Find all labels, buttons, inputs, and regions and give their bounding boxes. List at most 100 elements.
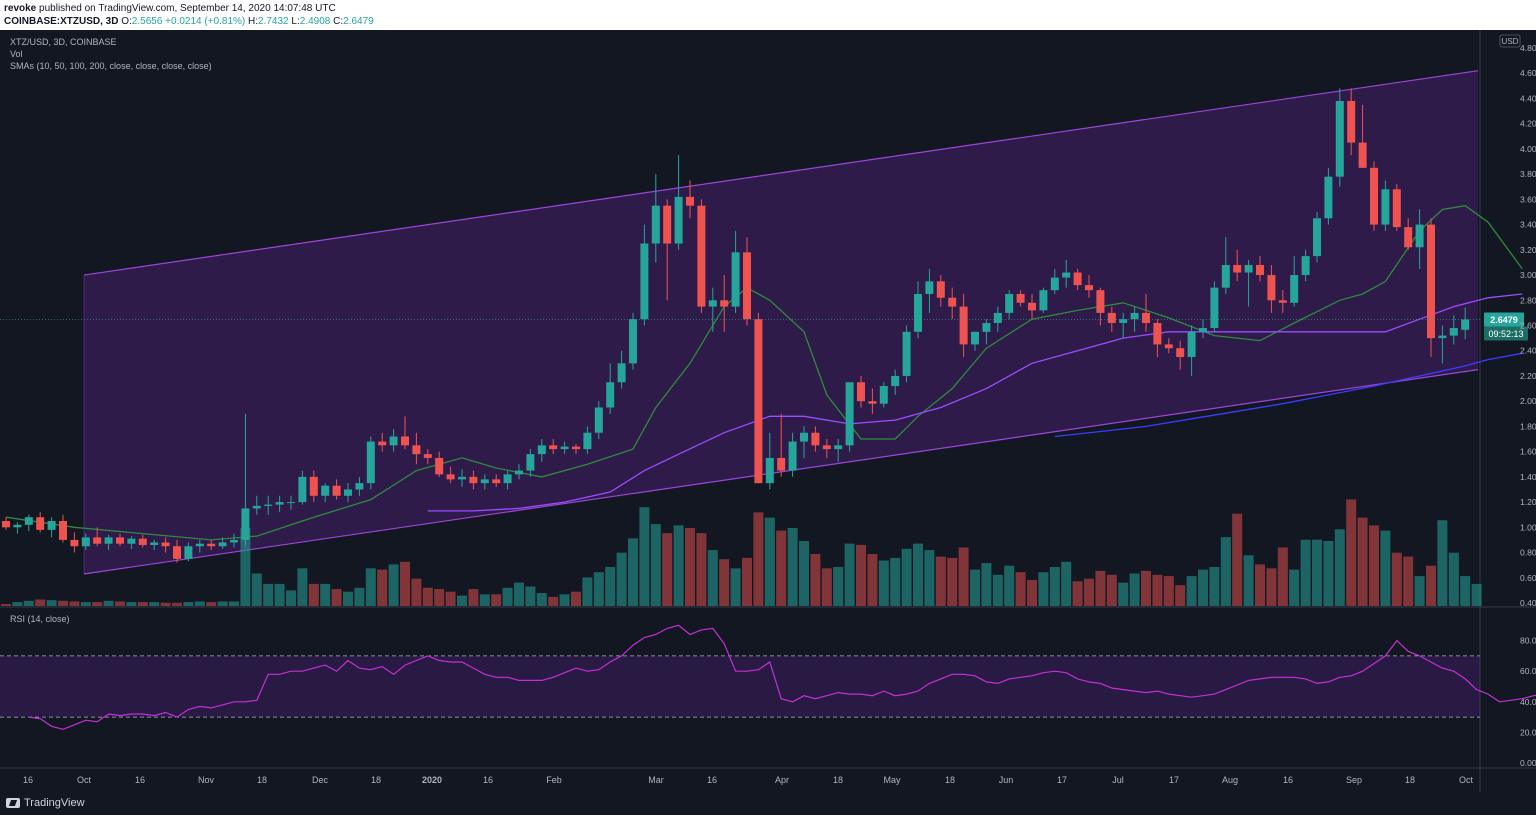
volume-bar: [365, 568, 376, 606]
volume-bar: [685, 528, 695, 606]
candle-body: [606, 382, 615, 408]
candle-body: [834, 445, 843, 450]
time-tick-label: 16: [23, 775, 33, 785]
volume-bar: [1038, 572, 1049, 606]
volume-bar: [650, 524, 661, 606]
price-chart[interactable]: 2.6479 09:52:13 80.00 60.00 40.00 20.00 0.000…: [0, 0, 1536, 792]
rsi-tick-label: 80.00: [1520, 636, 1536, 646]
open-value: 2.5656: [131, 16, 163, 27]
candle-body: [1461, 319, 1470, 330]
publish-line: revoke published on TradingView.com, Sep…: [4, 3, 336, 14]
candle-body: [1130, 312, 1139, 320]
volume-bar: [593, 572, 604, 606]
candle-body: [1278, 300, 1287, 303]
volume-bar: [92, 602, 103, 606]
rsi-line: [28, 624, 1536, 730]
time-tick-label: 17: [1057, 775, 1067, 785]
candle-body: [1392, 189, 1401, 228]
candle-body: [914, 293, 922, 332]
candle-body: [720, 300, 729, 307]
time-axis[interactable]: 16 Oct 16 Nov 18 Dec 18 2020 16 Feb Mar 16 Apr 18 May 1…: [23, 775, 1474, 785]
volume-bar: [742, 557, 752, 606]
price-tick-label: 2.0000: [1520, 396, 1536, 406]
time-tick-label: Oct: [1459, 775, 1474, 785]
candle-body: [515, 470, 523, 475]
volume-bar: [571, 591, 581, 606]
candle-body: [93, 537, 102, 544]
candle-body: [70, 539, 79, 547]
price-tick-label: 1.0000: [1520, 522, 1536, 532]
candle-body: [936, 281, 945, 298]
candle-body: [24, 517, 33, 525]
rsi-tick-label: 20.00: [1520, 727, 1536, 737]
volume-bar: [1198, 569, 1208, 606]
volume-bar: [833, 567, 844, 606]
candles: [2, 88, 1470, 563]
volume-bar: [240, 528, 251, 606]
time-tick-label: 18: [833, 775, 843, 785]
candle-body: [879, 386, 888, 404]
series-legend[interactable]: XTZ/USD, 3D, COINBASE: [10, 37, 117, 47]
volume-legend[interactable]: Vol: [10, 49, 23, 59]
candle-body: [1005, 293, 1014, 313]
volume-bar: [1277, 547, 1288, 606]
chart-background: [0, 30, 1536, 792]
time-tick-label: 16: [135, 775, 145, 785]
time-tick-label: 16: [1283, 775, 1293, 785]
rsi-legend[interactable]: RSI (14, close): [10, 614, 70, 624]
volume-bar: [491, 594, 502, 606]
volume-bar: [821, 568, 832, 606]
candle-body: [1028, 302, 1036, 311]
volume-bar: [878, 560, 889, 606]
currency-label: USD: [1502, 37, 1519, 46]
volume-bar: [400, 561, 410, 606]
candle-body: [287, 502, 295, 504]
candle-body: [549, 445, 558, 450]
volume-bar: [662, 533, 673, 606]
price-axis[interactable]: USD 4.6000 4.4000 4.2000 4.0000 3.8000 3.6000 3…: [1499, 34, 1536, 608]
candle-body: [1016, 293, 1025, 303]
volume-bar: [103, 600, 114, 606]
volume-bar: [1346, 499, 1357, 606]
price-tick-label: 4.6000: [1520, 68, 1536, 78]
volume-bar: [12, 602, 23, 606]
volume-bar: [229, 601, 239, 606]
volume-bar: [263, 583, 274, 606]
volume-bar: [1334, 529, 1345, 606]
volume-bar: [776, 530, 787, 606]
candle-body: [1210, 287, 1219, 329]
volume-bar: [206, 602, 217, 606]
volume-bar: [628, 538, 638, 606]
candle-body: [1062, 272, 1071, 278]
price-tick-label: 1.2000: [1520, 497, 1536, 507]
candle-body: [480, 479, 489, 484]
volume-bar: [730, 568, 741, 606]
time-tick-label: Jul: [1112, 775, 1124, 785]
volume-bar: [719, 559, 730, 606]
candle-body: [1256, 264, 1264, 276]
last-price-label: 2.6479: [1490, 315, 1518, 325]
candle-body: [264, 504, 273, 506]
time-tick-label: Aug: [1222, 775, 1238, 785]
tradingview-logo[interactable]: TradingView: [6, 797, 85, 809]
publisher-name[interactable]: revoke: [4, 3, 37, 14]
time-tick-label: 18: [371, 775, 381, 785]
volume-bar: [343, 591, 353, 606]
volume-bar: [1243, 555, 1254, 606]
volume-bar: [422, 587, 433, 606]
time-tick-label: Mar: [648, 775, 664, 785]
volume-bar: [970, 569, 980, 606]
candle-body: [583, 432, 592, 450]
volume-bar: [297, 568, 308, 606]
candle-body: [959, 306, 968, 345]
candle-body: [845, 382, 854, 446]
price-line: 2.6479 09:52:13: [0, 312, 1528, 341]
sma-legend[interactable]: SMAs (10, 50, 100, 200, close, close, cl…: [10, 61, 212, 71]
candle-body: [218, 542, 227, 547]
volume-bar: [502, 587, 513, 606]
ohlc-line: COINBASE:XTZUSD, 3D O:2.5656 +0.0214 (+0…: [4, 16, 374, 27]
candle-body: [1427, 224, 1435, 339]
candle-body: [1119, 319, 1128, 323]
volume-bar: [924, 550, 935, 606]
candle-body: [1404, 227, 1413, 248]
